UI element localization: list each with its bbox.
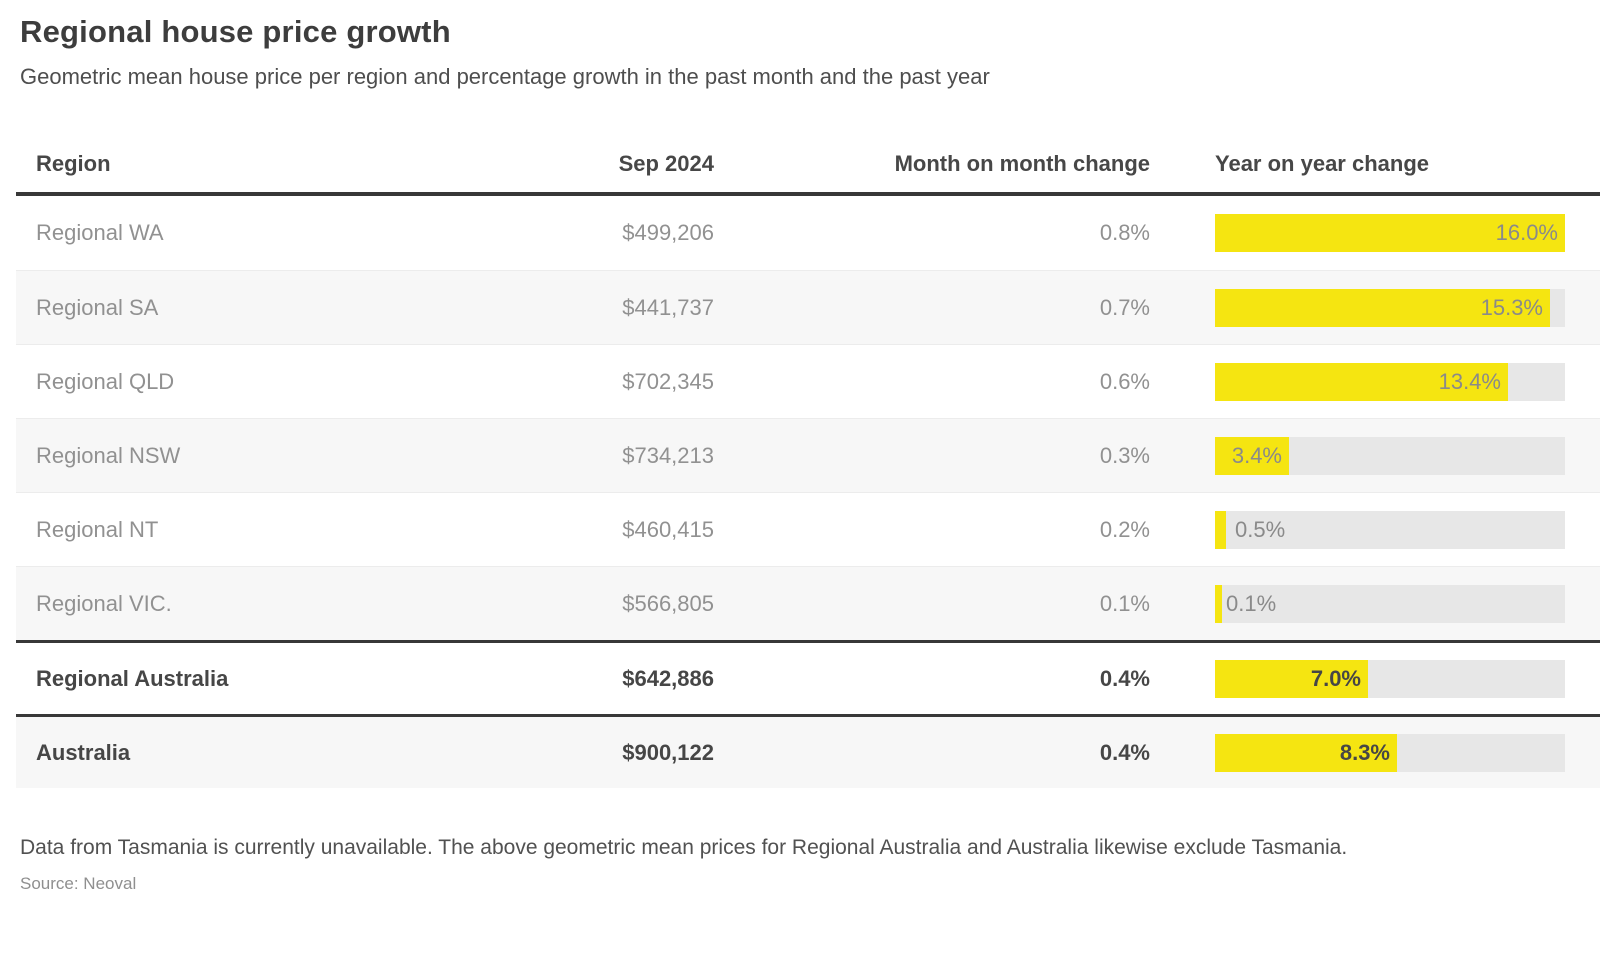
yoy-bar-fill: 13.4%	[1215, 362, 1508, 401]
mom-cell: 0.2%	[1099, 516, 1150, 542]
yoy-bar-track: 0.5%	[1215, 510, 1565, 549]
yoy-bar-label: 0.5%	[1235, 516, 1286, 542]
yoy-bar-label: 0.1%	[1226, 590, 1277, 616]
mom-cell: 0.1%	[1099, 590, 1150, 616]
region-cell: Australia	[36, 739, 131, 765]
table-row: Regional NSW $734,213 0.3% 3.4%	[16, 418, 1600, 492]
price-cell: $734,213	[622, 442, 714, 468]
yoy-bar-track: 13.4%	[1215, 362, 1565, 401]
yoy-cell: 13.4%	[1150, 362, 1600, 401]
source-credit: Source: Neoval	[20, 874, 137, 893]
mom-cell: 0.3%	[1099, 442, 1150, 468]
mom-cell: 0.7%	[1099, 294, 1150, 320]
yoy-bar-track: 8.3%	[1215, 733, 1565, 772]
table-row: Regional VIC. $566,805 0.1% 0.1%	[16, 566, 1600, 640]
region-cell: Regional VIC.	[36, 590, 172, 616]
yoy-bar-label: 7.0%	[1310, 665, 1361, 691]
price-cell: $566,805	[622, 590, 714, 616]
price-cell: $499,206	[622, 220, 714, 245]
table-header-row: Region Sep 2024 Month on month change Ye…	[16, 136, 1600, 196]
yoy-bar-label: 15.3%	[1480, 294, 1543, 320]
price-cell: $900,122	[622, 739, 714, 765]
yoy-bar-track: 16.0%	[1215, 214, 1565, 252]
mom-cell: 0.4%	[1099, 739, 1150, 765]
yoy-bar-label: 8.3%	[1339, 739, 1390, 765]
yoy-bar-fill: 15.3%	[1215, 288, 1550, 327]
yoy-bar-label: 16.0%	[1495, 220, 1558, 245]
page-subtitle: Geometric mean house price per region an…	[20, 64, 990, 89]
table-row: Regional Australia $642,886 0.4% 7.0%	[16, 640, 1600, 714]
region-cell: Regional NT	[36, 516, 159, 542]
yoy-bar-fill	[1215, 584, 1222, 623]
column-header-year-change: Year on year change	[1215, 151, 1429, 176]
table-row: Regional NT $460,415 0.2% 0.5%	[16, 492, 1600, 566]
page: Regional house price growth Geometric me…	[16, 14, 1600, 893]
column-header-month-change: Month on month change	[894, 151, 1150, 176]
yoy-cell: 15.3%	[1150, 288, 1600, 327]
mom-cell: 0.4%	[1099, 665, 1150, 691]
yoy-cell: 3.4%	[1150, 436, 1600, 475]
yoy-bar-fill: 7.0%	[1215, 659, 1368, 698]
table-row: Australia $900,122 0.4% 8.3%	[16, 714, 1600, 788]
region-cell: Regional QLD	[36, 368, 175, 394]
region-cell: Regional SA	[36, 294, 159, 320]
yoy-bar-track: 3.4%	[1215, 436, 1565, 475]
footnote: Data from Tasmania is currently unavaila…	[20, 836, 1348, 859]
table-row: Regional WA $499,206 0.8% 16.0%	[16, 196, 1600, 270]
yoy-bar-label: 13.4%	[1438, 368, 1501, 394]
column-header-sep-2024: Sep 2024	[618, 151, 714, 176]
price-cell: $702,345	[622, 368, 714, 394]
yoy-bar-track: 0.1%	[1215, 584, 1565, 623]
region-cell: Regional Australia	[36, 665, 229, 691]
yoy-bar-fill	[1215, 510, 1226, 549]
yoy-bar-track: 7.0%	[1215, 659, 1565, 698]
header-block: Regional house price growth Geometric me…	[16, 14, 1600, 90]
price-cell: $441,737	[622, 294, 714, 320]
yoy-bar-fill: 3.4%	[1215, 436, 1289, 475]
yoy-cell: 16.0%	[1150, 214, 1600, 252]
region-cell: Regional WA	[36, 220, 164, 245]
mom-cell: 0.8%	[1099, 220, 1150, 245]
page-title: Regional house price growth	[20, 14, 451, 49]
mom-cell: 0.6%	[1099, 368, 1150, 394]
yoy-bar-fill: 16.0%	[1215, 214, 1565, 252]
table-row: Regional QLD $702,345 0.6% 13.4%	[16, 344, 1600, 418]
yoy-bar-fill: 8.3%	[1215, 733, 1397, 772]
yoy-cell: 7.0%	[1150, 659, 1600, 698]
price-growth-table: Region Sep 2024 Month on month change Ye…	[16, 136, 1600, 788]
yoy-bar-label: 3.4%	[1231, 442, 1282, 468]
price-cell: $642,886	[622, 665, 714, 691]
table-body: Regional WA $499,206 0.8% 16.0% Regional…	[16, 196, 1600, 788]
region-cell: Regional NSW	[36, 442, 181, 468]
yoy-cell: 0.1%	[1150, 584, 1600, 623]
yoy-cell: 0.5%	[1150, 510, 1600, 549]
yoy-bar-track: 15.3%	[1215, 288, 1565, 327]
price-cell: $460,415	[622, 516, 714, 542]
table-row: Regional SA $441,737 0.7% 15.3%	[16, 270, 1600, 344]
yoy-cell: 8.3%	[1150, 733, 1600, 772]
column-header-region: Region	[36, 151, 111, 176]
